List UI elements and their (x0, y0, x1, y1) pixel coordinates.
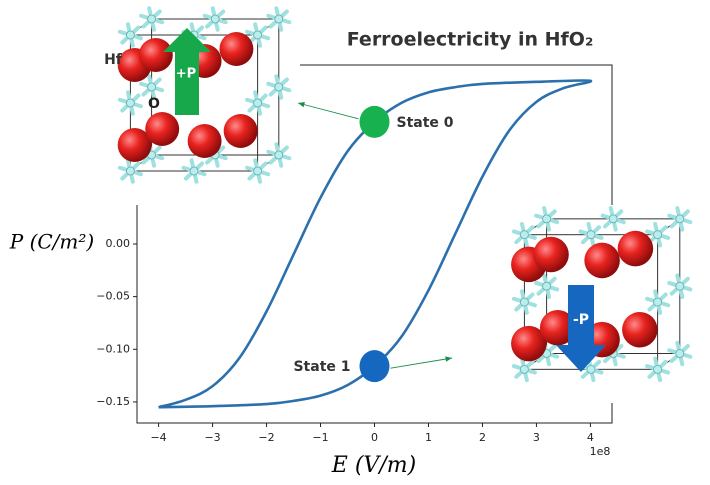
hf-atom (653, 230, 662, 240)
hf-atom (210, 14, 220, 24)
hf-atom (653, 364, 662, 374)
o-atom (511, 325, 547, 362)
pointer-head (445, 356, 452, 362)
hf-atom (125, 98, 135, 108)
hf-atom (147, 82, 157, 92)
o-atom (187, 124, 222, 158)
x-tick-label: −4 (150, 431, 166, 444)
x-tick-label: −1 (312, 431, 328, 444)
hf-atom (675, 281, 685, 291)
o-atom (138, 38, 173, 72)
hf-atom (147, 14, 157, 24)
state-label: State 1 (293, 359, 350, 375)
hf-atom (653, 297, 662, 307)
x-tick-label: 2 (479, 431, 486, 444)
hf-atom (675, 214, 685, 224)
state-marker (359, 105, 390, 138)
x-tick-label: −3 (204, 431, 220, 444)
hf-atom (586, 364, 596, 374)
x-axis-label: E (V/m) (331, 453, 416, 478)
o-atom (617, 230, 654, 267)
hf-atom (253, 166, 263, 176)
hf-atom (520, 364, 529, 374)
hf-atom (520, 297, 529, 307)
polarization-down-arrow (556, 285, 606, 372)
o-atom (223, 114, 258, 148)
inset-label: +P (176, 67, 196, 82)
x-offset-label: 1e8 (590, 445, 611, 458)
y-tick-label: −0.15 (96, 395, 130, 408)
hf-atom (274, 82, 284, 92)
x-tick-label: 3 (533, 431, 540, 444)
o-atom (533, 236, 569, 273)
state-label: State 0 (397, 115, 454, 131)
overlay: State 0 State 1 (293, 101, 454, 383)
hf-atom (253, 30, 263, 40)
hf-atom (542, 281, 551, 291)
inset-label: Hf (104, 52, 123, 68)
hf-atom (542, 214, 551, 224)
o-atom (622, 311, 658, 348)
hf-atom (274, 150, 284, 160)
polarization-up-arrow (163, 28, 211, 115)
x-tick-label: 1 (425, 431, 432, 444)
o-atom (584, 242, 620, 279)
x-tick-label: −2 (258, 431, 274, 444)
insets: Hf O +P -P (88, 5, 702, 403)
hf-atom (274, 14, 284, 24)
o-atom (145, 112, 180, 146)
axes: −4 −3 −2 −1 0 1 2 3 4 −0.15 −0.10 −0.05 0.00 (96, 64, 613, 444)
pointer-head (298, 101, 305, 108)
hf-atom (125, 166, 135, 176)
x-tick-label: 0 (371, 431, 378, 444)
y-tick-label: 0.00 (106, 237, 131, 250)
hf-atom (125, 30, 135, 40)
hf-atom (253, 98, 263, 108)
o-atom (219, 32, 254, 66)
o-atom (117, 128, 152, 162)
x-tick-label: 4 (587, 431, 594, 444)
y-axis-label: P (C/m²) (9, 230, 94, 254)
chart-title: Ferroelectricity in HfO₂ (347, 29, 594, 51)
o-atom (539, 310, 576, 346)
y-tick-label: −0.05 (96, 290, 130, 303)
hf-atom (586, 230, 596, 240)
hf-atom (675, 349, 685, 358)
hysteresis-line (158, 79, 593, 409)
hf-atom (608, 214, 618, 224)
inset-label: O (148, 96, 160, 112)
hf-atom (520, 230, 529, 240)
inset-label: -P (573, 312, 589, 328)
pointer-line (390, 357, 453, 369)
pointer-line (297, 102, 359, 120)
state-marker (359, 350, 390, 383)
y-tick-label: −0.10 (96, 342, 130, 355)
hf-atom (189, 166, 199, 176)
